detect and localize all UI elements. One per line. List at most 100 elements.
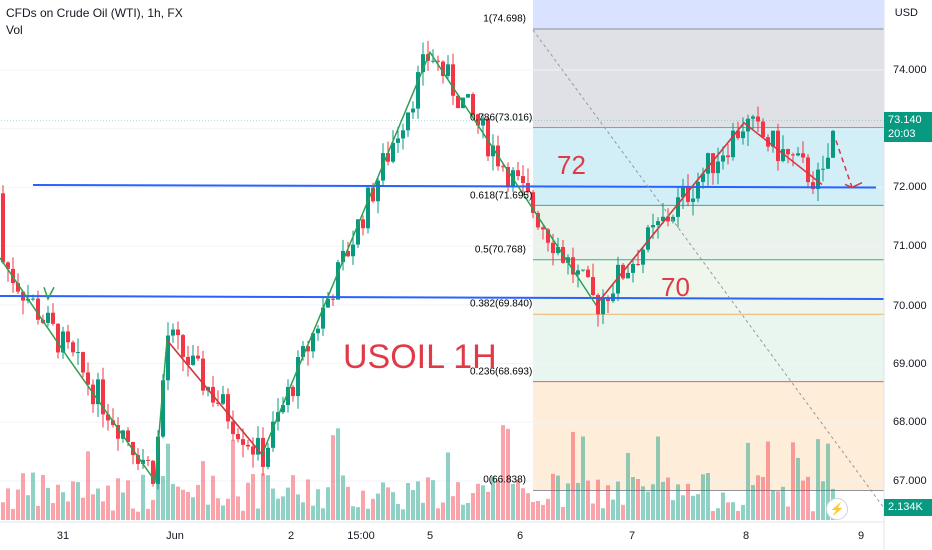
volume-bar xyxy=(676,484,680,520)
volume-bar xyxy=(701,474,705,520)
candle-body xyxy=(676,197,680,217)
volume-bar xyxy=(56,484,60,520)
volume-bar xyxy=(11,508,15,520)
volume-bar xyxy=(126,480,130,520)
candle-body xyxy=(706,153,710,174)
volume-bar xyxy=(151,499,155,520)
volume-bar xyxy=(716,508,720,520)
candle-body xyxy=(471,94,475,115)
candle-body xyxy=(396,138,400,143)
candle-body xyxy=(696,181,700,199)
candle-body xyxy=(306,346,310,352)
volume-bar xyxy=(331,435,335,520)
candle-body xyxy=(171,329,175,336)
volume-bar xyxy=(271,488,275,520)
candle-body xyxy=(346,250,350,257)
level-annotation-70[interactable]: 70 xyxy=(661,272,690,302)
volume-bar xyxy=(466,502,470,520)
volume-bar xyxy=(76,482,80,520)
symbol-title[interactable]: CFDs on Crude Oil (WTI), 1h, FX xyxy=(6,6,183,20)
volume-bar xyxy=(446,452,450,520)
candle-body xyxy=(551,242,555,254)
candle-body xyxy=(726,155,730,158)
candle-body xyxy=(781,149,785,162)
candle-body xyxy=(196,355,200,359)
volume-bar xyxy=(491,476,495,520)
volume-bar xyxy=(376,493,380,520)
volume-bar xyxy=(616,481,620,520)
volume-bar xyxy=(581,436,585,520)
volume-bar xyxy=(291,475,295,520)
candle-body xyxy=(216,402,220,404)
candle-body xyxy=(376,180,380,202)
support-line xyxy=(0,294,885,300)
level-annotation-72[interactable]: 72 xyxy=(557,150,586,180)
candle-body xyxy=(601,297,605,315)
candle-body xyxy=(786,149,790,155)
candle-body xyxy=(681,186,685,198)
volume-bar xyxy=(441,502,445,520)
volume-bar xyxy=(451,496,455,520)
volume-bar xyxy=(811,511,815,520)
volume-bar xyxy=(261,473,265,520)
arrowhead xyxy=(43,286,55,301)
candle-body xyxy=(146,459,150,461)
volume-bar xyxy=(546,498,550,520)
candle-body xyxy=(476,114,480,126)
volume-bar xyxy=(496,480,500,520)
candle-body xyxy=(516,170,520,177)
volume-bar xyxy=(146,508,150,520)
current-price: 73.140 xyxy=(888,114,922,126)
volume-bar xyxy=(726,502,730,520)
candle-body xyxy=(501,166,505,168)
volume-bar xyxy=(821,481,825,520)
time-label: 2 xyxy=(287,530,295,542)
candle-body xyxy=(321,307,325,329)
volume-bar xyxy=(611,499,615,520)
volume-bar xyxy=(816,439,820,520)
volume-bar xyxy=(266,475,270,520)
volume-bar xyxy=(346,486,350,520)
candle-body xyxy=(286,386,290,406)
volume-bar xyxy=(81,497,85,520)
volume-bar xyxy=(66,501,70,520)
volume-bar xyxy=(6,488,10,520)
volume-bar xyxy=(121,492,125,520)
candle-body xyxy=(821,168,825,170)
volume-bar xyxy=(531,501,535,520)
price-label: 74.000 xyxy=(893,64,927,76)
candle-body xyxy=(256,437,260,455)
candle-body xyxy=(116,424,120,439)
volume-bar xyxy=(141,474,145,520)
volume-bar xyxy=(551,473,555,520)
volume-bar xyxy=(806,476,810,520)
candle-body xyxy=(411,108,415,113)
volume-bar xyxy=(231,439,235,520)
volume-bar xyxy=(536,500,540,520)
candle-body xyxy=(56,323,60,353)
volume-bar xyxy=(26,495,30,520)
volume-indicator-label[interactable]: Vol xyxy=(6,23,23,37)
candle-body xyxy=(381,153,385,181)
lightning-icon[interactable]: ⚡ xyxy=(826,498,848,520)
resistance-line xyxy=(32,183,877,189)
candle-body xyxy=(371,187,375,202)
candle-body xyxy=(86,372,90,385)
fib-level-label: 0.618(71.695) xyxy=(470,190,533,202)
volume-bar xyxy=(526,493,530,520)
volume-bar xyxy=(771,490,775,520)
volume-bar xyxy=(41,474,45,520)
candle-body xyxy=(826,157,830,169)
candle-body xyxy=(521,176,525,184)
candle-body xyxy=(316,328,320,334)
candle-body xyxy=(46,312,50,323)
symbol-annotation[interactable]: USOIL 1H xyxy=(343,338,497,376)
volume-bar xyxy=(51,503,55,520)
candle-body xyxy=(201,358,205,391)
volume-bar xyxy=(286,487,290,520)
volume-bar xyxy=(221,505,225,520)
candle-body xyxy=(701,173,705,182)
candle-body xyxy=(81,352,85,373)
candle-body xyxy=(751,116,755,119)
